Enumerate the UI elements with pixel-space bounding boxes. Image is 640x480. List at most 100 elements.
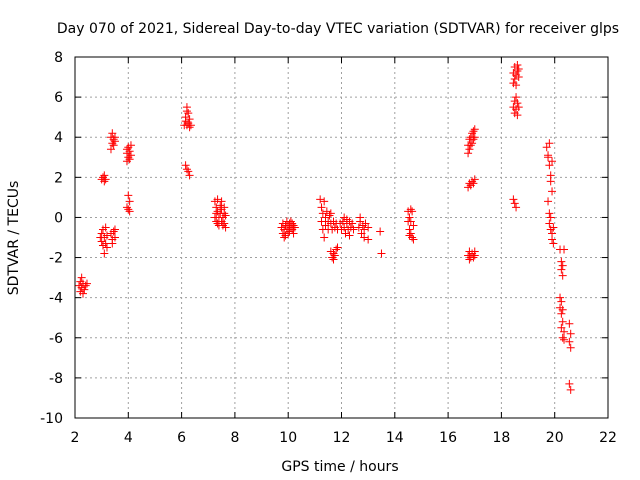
- data-point: [97, 237, 106, 246]
- data-point: [545, 209, 554, 218]
- data-point: [316, 195, 325, 204]
- data-point: [558, 317, 567, 326]
- data-point: [80, 285, 89, 294]
- data-point: [557, 309, 566, 318]
- data-point: [542, 143, 551, 152]
- data-point: [470, 175, 479, 184]
- data-point: [325, 211, 334, 220]
- data-point: [470, 247, 479, 256]
- data-point: [566, 385, 575, 394]
- data-point: [124, 205, 133, 214]
- y-tick-label: -8: [49, 371, 63, 387]
- data-point: [548, 235, 557, 244]
- data-point: [345, 231, 354, 240]
- data-point: [341, 229, 350, 238]
- data-point: [186, 121, 195, 130]
- data-point: [212, 209, 221, 218]
- data-point: [109, 227, 118, 236]
- data-point: [468, 139, 477, 148]
- data-point: [184, 167, 193, 176]
- data-point: [320, 233, 329, 242]
- x-tick-label: 16: [439, 430, 457, 446]
- x-tick-label: 18: [492, 430, 510, 446]
- data-point: [565, 379, 574, 388]
- data-point: [185, 123, 194, 132]
- y-tick-label: 0: [54, 210, 63, 226]
- data-points: [74, 61, 575, 394]
- data-point: [513, 61, 522, 70]
- x-tick-label: 8: [230, 430, 239, 446]
- data-point: [289, 221, 298, 230]
- data-point: [558, 305, 567, 314]
- y-tick-label: -10: [40, 411, 63, 427]
- data-point: [512, 203, 521, 212]
- y-tick-label: -6: [49, 331, 63, 347]
- data-point: [333, 243, 342, 252]
- data-point: [317, 203, 326, 212]
- data-point: [100, 249, 109, 258]
- data-point: [549, 239, 558, 248]
- data-point: [321, 213, 330, 222]
- data-point: [332, 245, 341, 254]
- data-point: [125, 197, 134, 206]
- data-point: [406, 229, 415, 238]
- data-point: [221, 211, 230, 220]
- x-tick-label: 20: [546, 430, 564, 446]
- x-tick-label: 14: [386, 430, 404, 446]
- data-point: [78, 289, 87, 298]
- y-tick-label: -2: [49, 251, 63, 267]
- data-point: [405, 231, 414, 240]
- data-point: [469, 127, 478, 136]
- data-point: [557, 297, 566, 306]
- data-point: [286, 217, 295, 226]
- data-point: [217, 197, 226, 206]
- data-point: [549, 223, 558, 232]
- data-point: [558, 271, 567, 280]
- data-point: [545, 161, 554, 170]
- data-point: [360, 233, 369, 242]
- data-point: [405, 213, 414, 222]
- y-tick-label: 6: [54, 90, 63, 106]
- data-point: [109, 135, 118, 144]
- data-point: [81, 281, 90, 290]
- data-point: [406, 205, 415, 214]
- data-point: [220, 203, 229, 212]
- data-point: [110, 137, 119, 146]
- y-tick-label: 2: [54, 170, 63, 186]
- data-point: [329, 255, 338, 264]
- data-point: [566, 329, 575, 338]
- data-point: [377, 249, 386, 258]
- data-point: [510, 75, 519, 84]
- data-point: [290, 223, 299, 232]
- data-point: [465, 145, 474, 154]
- data-point: [101, 175, 110, 184]
- data-point: [544, 153, 553, 162]
- data-point: [125, 207, 134, 216]
- data-point: [470, 133, 479, 142]
- data-point: [185, 171, 194, 180]
- data-point: [288, 219, 297, 228]
- data-point: [354, 223, 363, 232]
- data-point: [357, 229, 366, 238]
- data-point: [557, 323, 566, 332]
- x-tick-label: 2: [71, 430, 80, 446]
- y-tick-label: 8: [54, 50, 63, 66]
- y-tick-label: -4: [49, 291, 63, 307]
- data-point: [348, 219, 357, 228]
- data-point: [560, 335, 569, 344]
- data-point: [126, 151, 135, 160]
- data-point: [322, 207, 331, 216]
- data-point: [221, 223, 230, 232]
- data-point: [546, 213, 555, 222]
- x-tick-label: 6: [177, 430, 186, 446]
- data-point: [181, 161, 190, 170]
- data-point: [361, 219, 370, 228]
- data-point: [125, 155, 134, 164]
- data-point: [512, 81, 521, 90]
- chart-title: Day 070 of 2021, Sidereal Day-to-day VTE…: [57, 21, 619, 37]
- data-point: [108, 129, 117, 138]
- data-point: [544, 197, 553, 206]
- data-point: [102, 231, 111, 240]
